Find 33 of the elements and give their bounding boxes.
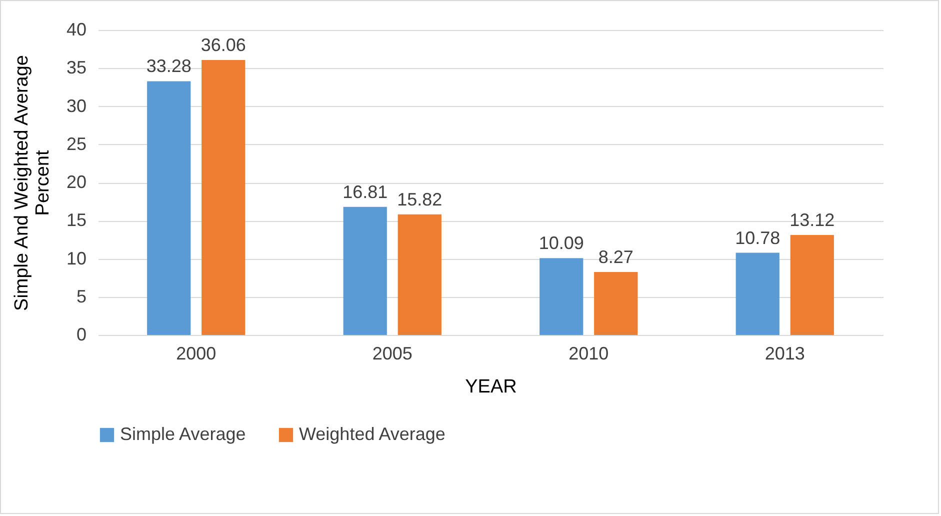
y-tick-label: 25 xyxy=(66,134,86,154)
data-label: 10.78 xyxy=(735,228,780,248)
bar xyxy=(790,234,834,335)
data-label: 36.06 xyxy=(200,35,246,56)
y-tick-label: 10 xyxy=(66,248,86,268)
data-label: 10.09 xyxy=(538,233,584,254)
x-tick-label: 2005 xyxy=(372,344,412,364)
x-tick-label: 2013 xyxy=(764,344,805,364)
y-axis-title: Simple And Weighted Average Percent xyxy=(11,55,54,311)
x-tick-label: 2010 xyxy=(568,344,609,364)
data-label: 13.12 xyxy=(790,210,835,230)
x-tick-label: 2000 xyxy=(176,344,216,364)
y-tick-label: 0 xyxy=(76,324,86,344)
data-label: 33.28 xyxy=(146,56,192,76)
x-axis-title: YEAR xyxy=(465,376,517,398)
data-label: 15.82 xyxy=(397,189,442,210)
y-tick-label: 20 xyxy=(66,172,86,192)
legend-label: Weighted Average xyxy=(299,424,446,444)
bar xyxy=(398,214,442,335)
y-tick-label: 40 xyxy=(66,20,86,40)
legend-label: Simple Average xyxy=(120,424,246,444)
data-label: 8.27 xyxy=(598,246,634,267)
bar xyxy=(540,258,584,335)
y-tick-label: 15 xyxy=(66,210,86,230)
data-label: 16.81 xyxy=(342,182,388,202)
y-tick-label: 30 xyxy=(66,96,86,116)
bar xyxy=(736,252,780,335)
bar xyxy=(202,60,246,335)
bar xyxy=(594,272,638,335)
y-tick-label: 5 xyxy=(76,286,86,306)
y-tick-label: 35 xyxy=(66,58,86,78)
bar xyxy=(343,206,387,335)
bar xyxy=(147,81,191,335)
